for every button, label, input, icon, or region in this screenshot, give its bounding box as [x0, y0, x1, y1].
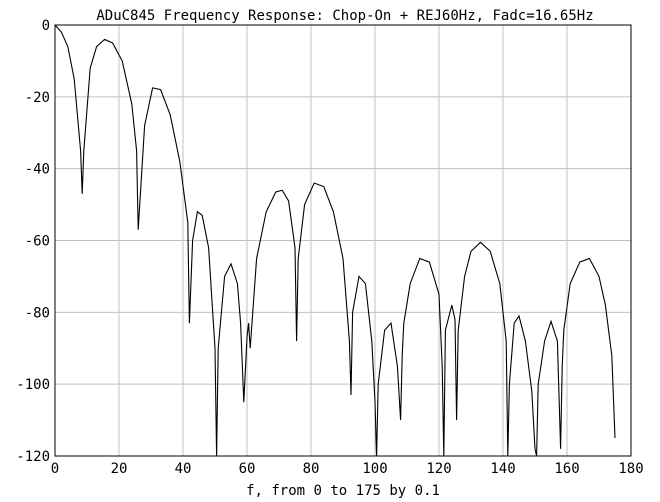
y-tick-label: -40	[25, 162, 50, 178]
x-tick-label: 140	[490, 461, 515, 477]
tick-labels: 0 20 40 60 80 100 120 140 160 180 0 -20 -40 -60 -80 -10…	[16, 18, 643, 477]
x-tick-label: 180	[618, 461, 643, 477]
x-tick-label: 40	[175, 461, 192, 477]
x-tick-label: 20	[111, 461, 128, 477]
x-tick-label: 160	[554, 461, 579, 477]
y-tick-label: -60	[25, 234, 50, 250]
x-axis-label: f, from 0 to 175 by 0.1	[246, 483, 440, 499]
y-tick-label: -100	[16, 377, 50, 393]
y-tick-label: -20	[25, 90, 50, 106]
plot-frame	[54, 24, 632, 457]
x-tick-label: 80	[303, 461, 320, 477]
response-series-line	[54, 24, 616, 457]
x-tick-label: 0	[51, 461, 59, 477]
x-tick-label: 60	[239, 461, 256, 477]
x-tick-label: 100	[362, 461, 387, 477]
y-tick-label: -80	[25, 305, 50, 321]
x-tick-label: 120	[426, 461, 451, 477]
chart-title: ADuC845 Frequency Response: Chop-On + RE…	[96, 8, 593, 24]
y-tick-label: -120	[16, 449, 50, 465]
y-tick-label: 0	[42, 18, 50, 34]
